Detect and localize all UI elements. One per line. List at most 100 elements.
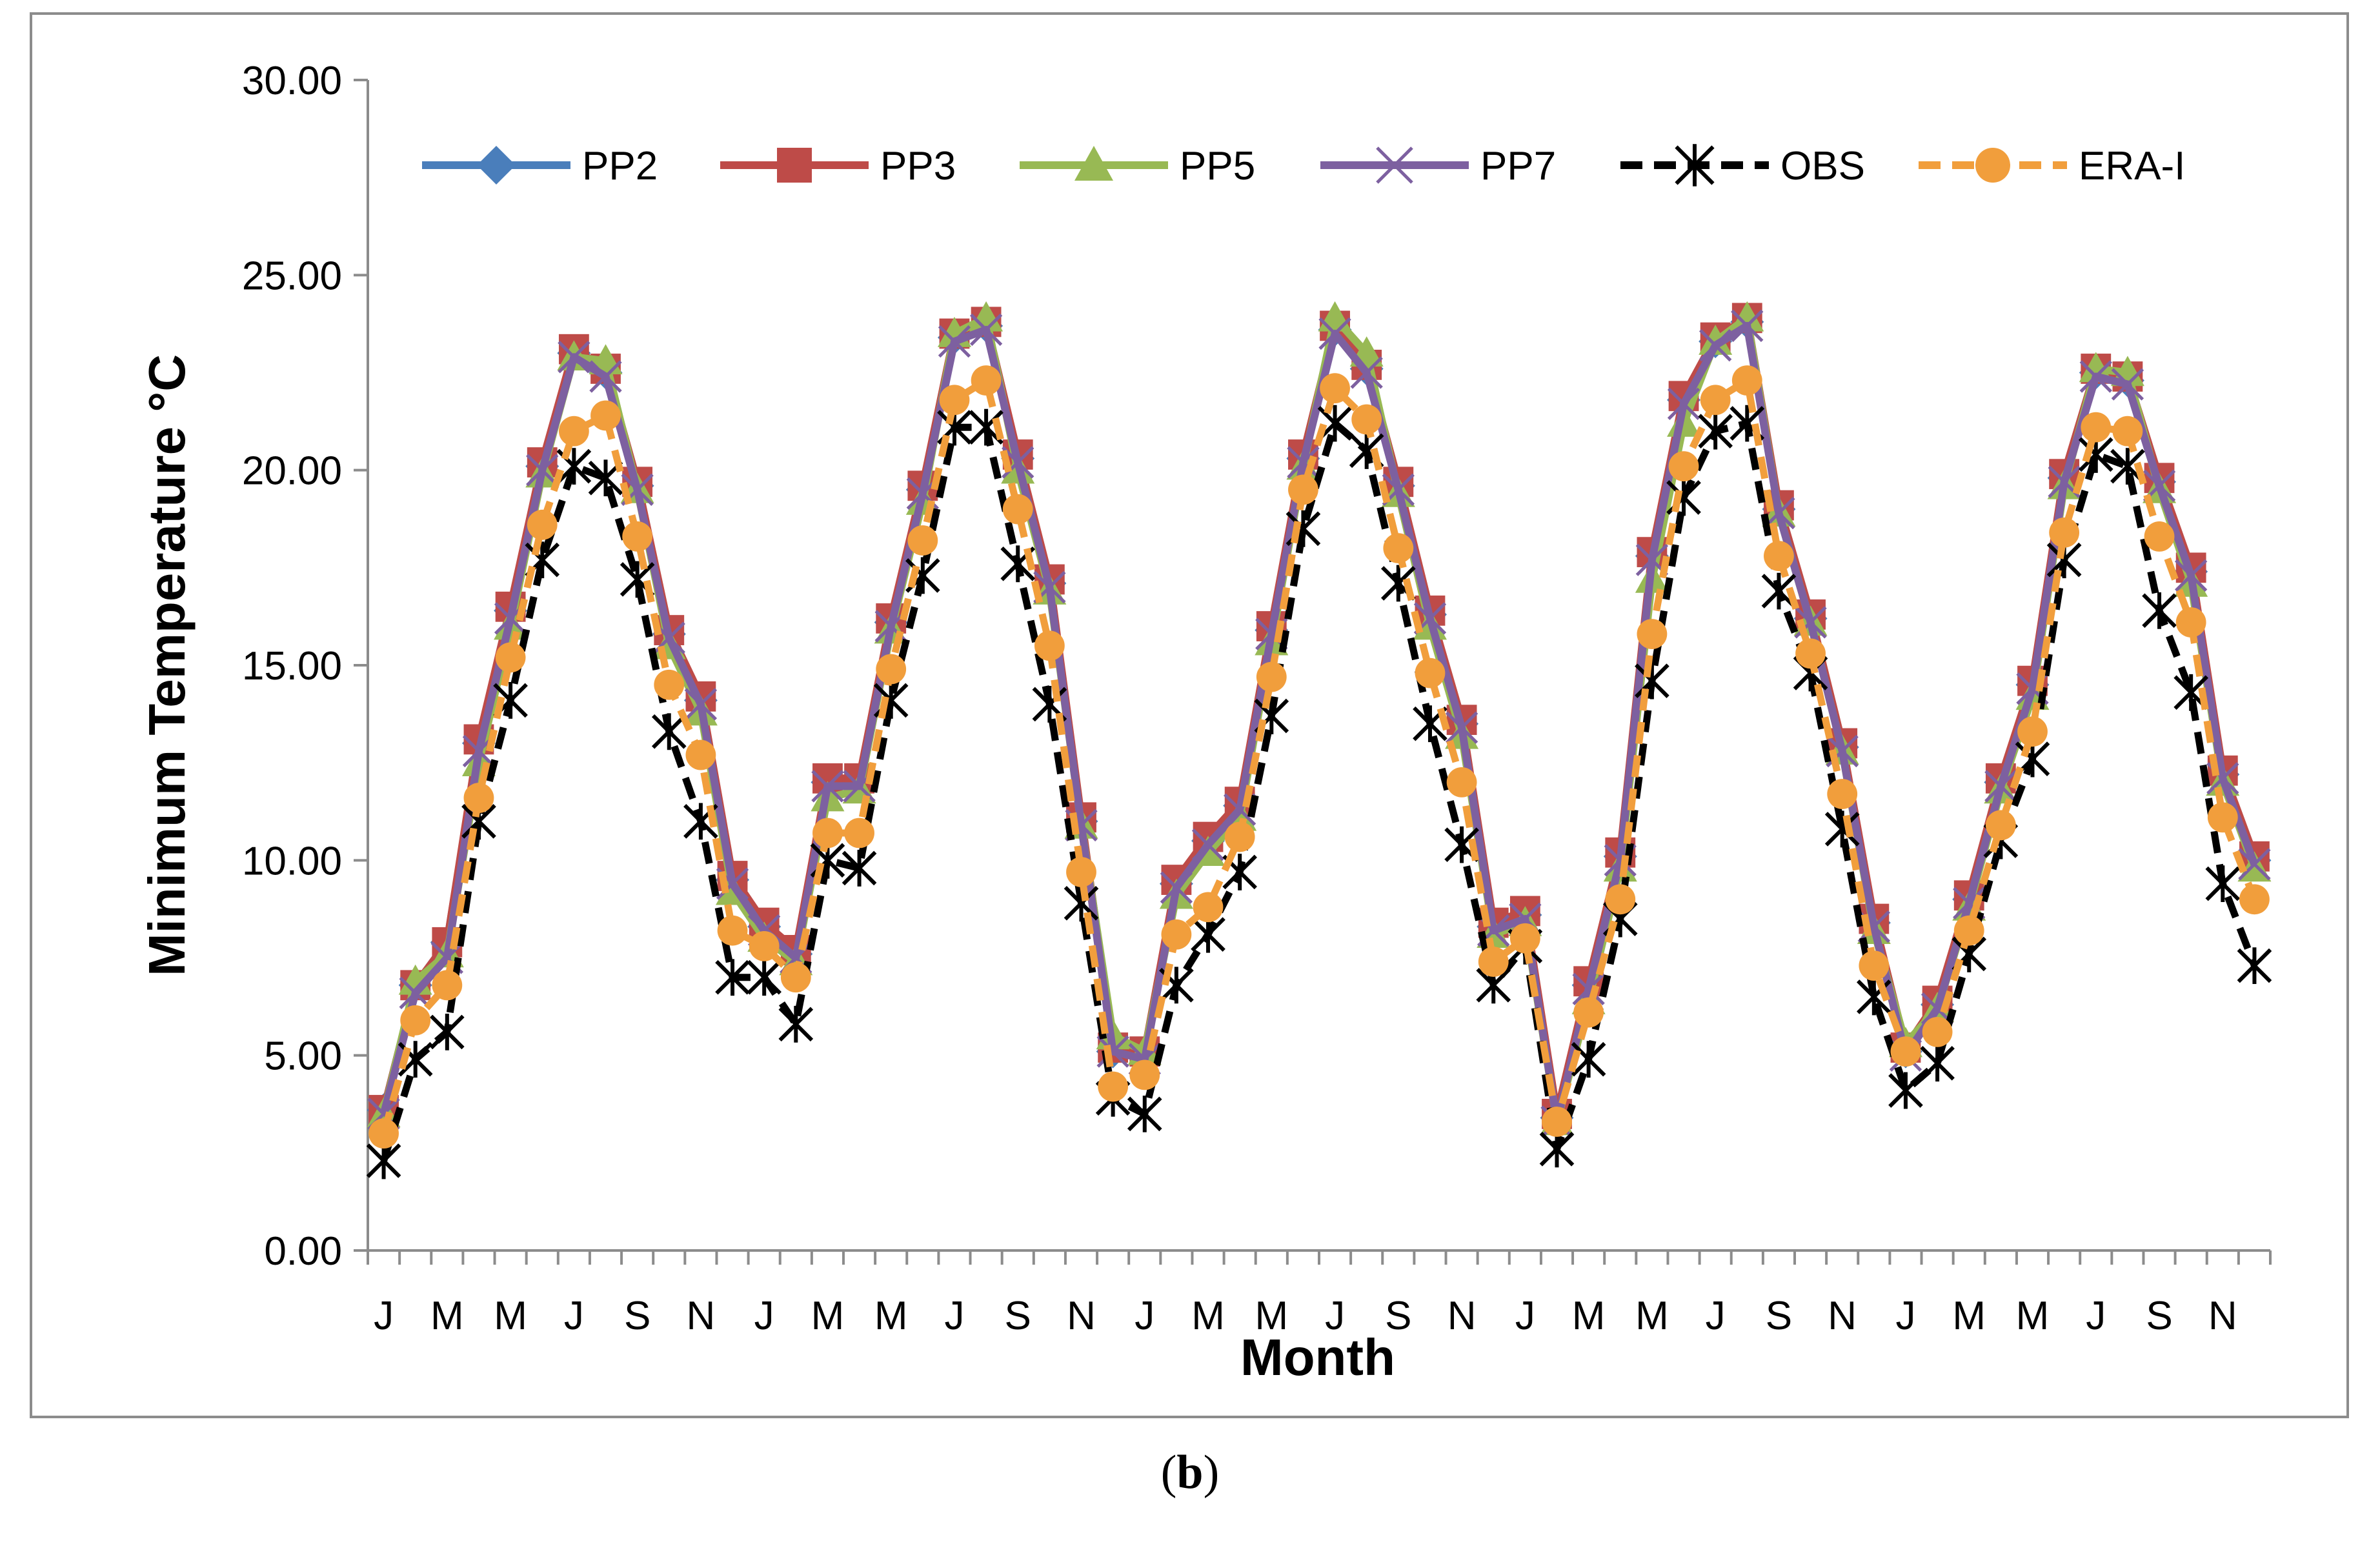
data-point (1730, 301, 1764, 332)
data-point (1637, 619, 1668, 650)
data-point (1066, 857, 1096, 887)
x-tick-label: J (2086, 1294, 2106, 1338)
data-point (1446, 767, 1477, 798)
series-era-i (368, 365, 2270, 1149)
x-tick-label: J (1706, 1294, 1726, 1338)
legend-label: PP5 (1180, 144, 1255, 188)
legend-label: OBS (1780, 144, 1865, 188)
legend-label: PP3 (880, 144, 956, 188)
data-point (1288, 474, 1318, 505)
data-point (1667, 387, 1700, 421)
x-tick-label: J (374, 1294, 394, 1338)
data-point (1824, 810, 1860, 848)
x-tick-label: J (564, 1294, 584, 1338)
x-tick-label: J (1895, 1294, 1915, 1338)
data-point (2142, 592, 2177, 629)
x-tick-label: J (944, 1294, 964, 1338)
data-point (1287, 446, 1320, 479)
data-point (2079, 360, 2112, 393)
data-point (1256, 661, 1287, 692)
data-point (651, 713, 687, 750)
data-point (969, 301, 1003, 332)
data-point (1571, 1041, 1606, 1078)
data-point (654, 669, 685, 700)
data-point (685, 739, 716, 770)
data-point (1193, 892, 1224, 923)
data-point (1445, 711, 1478, 744)
data-point (1098, 1071, 1129, 1102)
y-tick-label: 25.00 (242, 254, 342, 298)
data-point (780, 962, 811, 993)
data-point (1034, 630, 1065, 661)
series-line (379, 321, 2259, 1126)
data-point (1953, 915, 1984, 946)
x-tick-label: M (811, 1294, 845, 1338)
data-point (938, 325, 971, 358)
data-point (1350, 356, 1383, 389)
data-point (558, 341, 590, 374)
data-point (1888, 1072, 1923, 1109)
data-point (400, 1005, 431, 1036)
data-point (1542, 1107, 1572, 1137)
legend-entry: PP7 (1320, 144, 1556, 188)
x-tick-label: M (874, 1294, 908, 1338)
data-point (844, 818, 874, 848)
y-tick-label: 10.00 (242, 839, 342, 883)
data-point (1127, 1095, 1162, 1132)
legend-entry: PP5 (1020, 144, 1255, 188)
x-tick-label: M (1635, 1294, 1669, 1338)
data-point (558, 416, 589, 447)
data-point (590, 400, 621, 431)
x-tick-label: N (1828, 1294, 1857, 1338)
data-point (717, 915, 748, 946)
caption-letter: b (1176, 1446, 1204, 1499)
x-tick-label: N (687, 1294, 716, 1338)
legend-marker (1376, 146, 1413, 184)
caption-open-paren: ( (1160, 1446, 1177, 1499)
data-point (1478, 947, 1509, 977)
data-point (1699, 329, 1732, 362)
x-tick-label: S (1005, 1294, 1031, 1338)
legend-marker (1975, 148, 2010, 183)
y-tick-label: 30.00 (242, 59, 342, 103)
data-point (1320, 373, 1350, 404)
data-point (1985, 810, 2016, 841)
data-point (2239, 884, 2270, 915)
x-tick-label: N (1067, 1294, 1096, 1338)
data-point (1984, 770, 2017, 803)
data-point (1795, 638, 1826, 669)
data-point (2238, 848, 2271, 881)
data-point (1002, 494, 1033, 525)
data-point (1699, 325, 1733, 355)
data-point (495, 642, 526, 673)
legend-label: PP7 (1480, 144, 1556, 188)
caption-close-paren: ) (1203, 1446, 1220, 1499)
data-point (2049, 517, 2080, 548)
x-tick-label: M (1952, 1294, 1986, 1338)
data-point (432, 970, 463, 1001)
legend-entry: ERA-I (1919, 144, 2185, 188)
data-point (749, 930, 780, 961)
data-point (747, 959, 782, 996)
data-point (1572, 972, 1605, 1006)
data-point (715, 959, 750, 996)
data-point (589, 360, 622, 393)
data-point (2175, 607, 2206, 637)
data-point (622, 521, 653, 552)
x-tick-label: M (1191, 1294, 1225, 1338)
data-point (2111, 368, 2144, 401)
data-point (2175, 559, 2208, 592)
data-point (430, 1013, 465, 1050)
data-point (1668, 451, 1699, 482)
x-tick-label: J (1515, 1294, 1535, 1338)
data-point (1129, 1059, 1160, 1090)
data-point (971, 365, 1002, 396)
series-line (380, 419, 2258, 1162)
x-tick-label: N (2208, 1294, 2237, 1338)
data-point (399, 976, 432, 1010)
data-point (2207, 802, 2238, 833)
y-tick-label: 0.00 (264, 1229, 342, 1274)
y-tick-label: 20.00 (242, 449, 342, 494)
data-point (907, 525, 938, 556)
